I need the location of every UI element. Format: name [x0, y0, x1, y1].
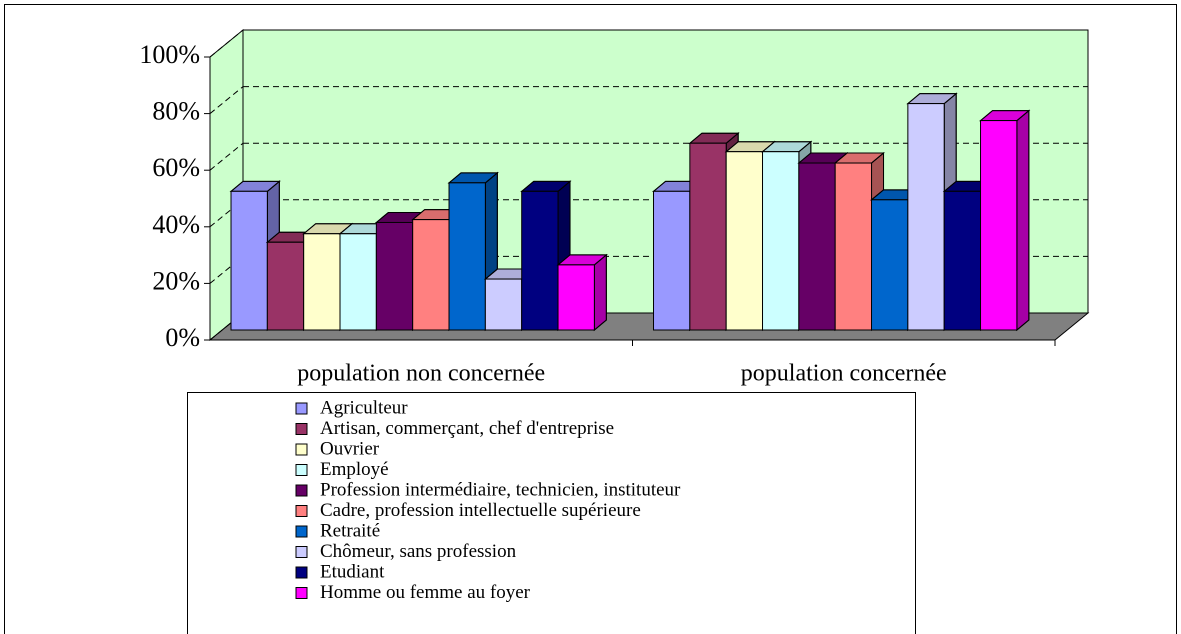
bar [798, 162, 836, 331]
grid-line [209, 29, 244, 58]
legend-swatch [295, 423, 308, 435]
legend-swatch [295, 402, 308, 415]
bar [689, 142, 727, 331]
legend-swatch [295, 505, 308, 517]
y-tick-label: 20% [152, 266, 200, 295]
bar [339, 233, 377, 331]
bar [521, 190, 559, 331]
legend-label: Ouvrier [320, 438, 380, 459]
bar [653, 190, 691, 331]
grid-line [209, 86, 244, 114]
legend-swatch [295, 525, 308, 538]
legend-swatch [295, 443, 308, 456]
legend-label: Employé [320, 459, 389, 480]
chart-border [4, 4, 1177, 634]
bar [230, 190, 268, 331]
bar [448, 182, 486, 331]
bar [980, 120, 1018, 331]
bar [871, 199, 909, 331]
legend-label: Retraité [320, 520, 380, 541]
legend-swatch [295, 587, 308, 599]
legend-label: Chômeur, sans profession [320, 541, 517, 562]
bar [303, 233, 341, 331]
x-tick-label: population concernée [741, 361, 947, 387]
y-tick-label: 80% [152, 97, 200, 126]
bar [375, 221, 414, 331]
y-tick-label: 40% [152, 210, 200, 239]
bar [484, 278, 523, 331]
grid-line [209, 142, 244, 171]
legend-swatch [295, 464, 308, 476]
bar-side-shade [1016, 109, 1030, 332]
legend-label: Artisan, commerçant, chef d'entreprise [320, 418, 614, 439]
bar [266, 241, 305, 331]
bar [943, 190, 982, 331]
y-tick-label: 60% [152, 153, 200, 182]
x-tick-label: population non concernée [297, 361, 545, 387]
bar [412, 219, 450, 331]
bar [725, 151, 764, 331]
legend-label: Homme ou femme au foyer [320, 582, 531, 603]
legend-label: Agriculteur [320, 397, 408, 418]
bar [762, 151, 800, 331]
legend-label: Profession intermédiaire, technicien, in… [320, 479, 681, 500]
legend-swatch [295, 546, 308, 558]
bar [557, 264, 595, 331]
legend-label: Etudiant [320, 561, 385, 582]
legend-box [187, 392, 916, 634]
legend-label: Cadre, profession intellectuelle supérie… [320, 500, 641, 521]
legend-swatch [295, 484, 308, 497]
bar-side-shade [593, 253, 607, 332]
bar [834, 162, 873, 331]
bar [907, 103, 945, 331]
y-tick-label: 100% [139, 40, 200, 69]
y-tick-label: 0% [165, 323, 200, 352]
legend-swatch [295, 566, 308, 579]
